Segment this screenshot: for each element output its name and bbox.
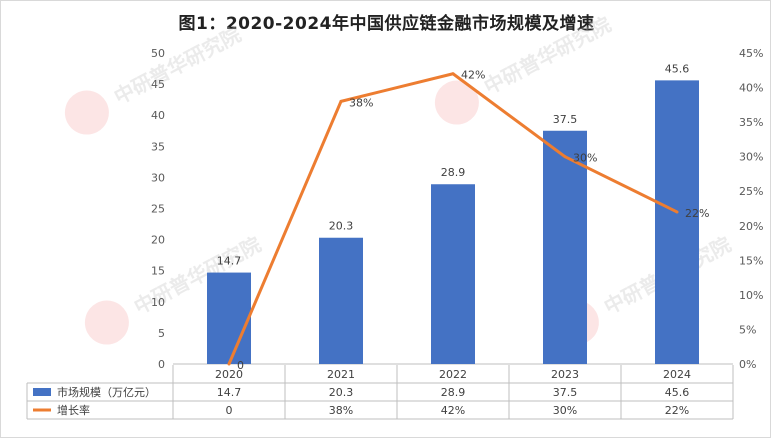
y-left-tick-label: 35: [151, 140, 165, 153]
chart-title: 图1：2020-2024年中国供应链金融市场规模及增速: [178, 14, 595, 34]
y-left-tick-label: 25: [151, 203, 165, 216]
y-left-tick-label: 30: [151, 171, 165, 184]
bar: [207, 272, 251, 364]
y-right-tick-label: 5%: [739, 323, 756, 336]
x-tick-label: 2024: [663, 368, 691, 381]
bar-data-label: 37.5: [553, 113, 578, 126]
watermark-logo-icon: [434, 80, 479, 125]
line-data-label: 22%: [685, 207, 709, 220]
bar-data-label: 20.3: [329, 220, 354, 233]
y-left-tick-label: 0: [158, 358, 165, 371]
y-right-tick-label: 0%: [739, 358, 756, 371]
y-left-tick-label: 45: [151, 78, 165, 91]
line-data-label: 0: [237, 359, 244, 372]
y-left-tick-label: 15: [151, 265, 165, 278]
y-left-tick-label: 50: [151, 47, 165, 60]
y-right-tick-label: 40%: [739, 82, 763, 95]
watermark: 中研普华研究院: [434, 12, 615, 125]
line-data-label: 38%: [349, 96, 373, 109]
watermark-text: 中研普华研究院: [110, 22, 245, 109]
bar-data-label: 45.6: [665, 62, 690, 75]
y-right-tick-label: 15%: [739, 254, 763, 267]
bar-data-label: 14.7: [217, 255, 242, 268]
table-cell: 37.5: [553, 386, 578, 399]
bar: [431, 184, 475, 364]
legend-label: 市场规模（万亿元）: [57, 385, 156, 399]
y-right-tick-label: 10%: [739, 289, 763, 302]
table-cell: 30%: [553, 404, 577, 417]
table-cell: 20.3: [329, 386, 354, 399]
line-point: [227, 362, 231, 366]
y-right-tick-label: 45%: [739, 47, 763, 60]
table-cell: 28.9: [441, 386, 466, 399]
table-cell: 22%: [665, 404, 689, 417]
y-right-tick-label: 35%: [739, 116, 763, 129]
y-left-tick-label: 40: [151, 109, 165, 122]
table-cell: 38%: [329, 404, 353, 417]
x-tick-label: 2023: [551, 368, 579, 381]
bar-data-label: 28.9: [441, 166, 466, 179]
line-data-label: 42%: [461, 69, 485, 82]
bar: [319, 237, 363, 364]
watermark-logo-icon: [64, 90, 109, 135]
y-right-tick-label: 25%: [739, 185, 763, 198]
x-tick-label: 2020: [215, 368, 243, 381]
x-tick-label: 2021: [327, 368, 355, 381]
y-left-tick-label: 10: [151, 296, 165, 309]
table-cell: 0: [226, 404, 233, 417]
legend-swatch-bar: [33, 388, 51, 396]
y-right-tick-label: 20%: [739, 220, 763, 233]
watermark-logo-icon: [84, 300, 129, 345]
table-cell: 14.7: [217, 386, 242, 399]
line-point: [451, 72, 455, 76]
line-point: [563, 155, 567, 159]
y-left-tick-label: 5: [158, 327, 165, 340]
bar: [543, 130, 587, 364]
table-cell: 42%: [441, 404, 465, 417]
bar: [655, 80, 699, 365]
y-right-tick-label: 30%: [739, 151, 763, 164]
line-point: [675, 210, 679, 214]
y-left-tick-label: 20: [151, 234, 165, 247]
line-point: [339, 99, 343, 103]
table-cell: 45.6: [665, 386, 690, 399]
legend-label: 增长率: [57, 403, 90, 417]
line-data-label: 30%: [573, 152, 597, 165]
watermark-text: 中研普华研究院: [480, 12, 615, 99]
x-tick-label: 2022: [439, 368, 467, 381]
